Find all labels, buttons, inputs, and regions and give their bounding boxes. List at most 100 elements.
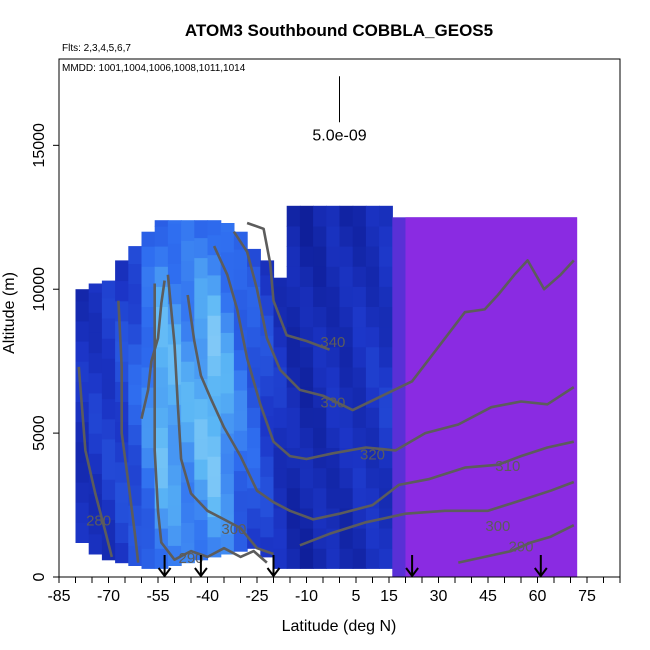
heatmap-cell <box>141 407 156 428</box>
heatmap-cell <box>194 438 209 460</box>
heatmap-cell <box>326 266 341 287</box>
heatmap-cell <box>154 346 169 368</box>
heatmap-cell <box>220 453 235 474</box>
heatmap-cell <box>207 375 222 397</box>
heatmap-cell <box>207 436 222 457</box>
heatmap-cell <box>365 326 380 348</box>
heatmap-cell <box>181 381 195 402</box>
heatmap-cell <box>273 407 288 428</box>
heatmap-cell <box>365 266 380 287</box>
heatmap-cell <box>101 378 116 400</box>
heatmap-cell <box>233 470 248 492</box>
heatmap-cell <box>313 487 327 509</box>
heatmap-cell <box>88 292 103 313</box>
heatmap-cell <box>286 225 301 247</box>
heatmap-cell <box>379 266 393 287</box>
heatmap-cell <box>299 286 314 307</box>
heatmap-cell <box>247 487 261 509</box>
heatmap-cell <box>181 240 195 261</box>
heatmap-cell <box>379 528 393 549</box>
heatmap-cell <box>101 358 116 379</box>
heatmap-cell <box>365 447 380 469</box>
contour-layer: 340 330 320 310 300 300 290 290 280 <box>77 221 575 567</box>
heatmap-cell <box>115 260 129 282</box>
heatmap-cell <box>75 522 90 543</box>
heatmap-cell <box>299 487 314 509</box>
data-layer <box>75 205 578 577</box>
heatmap-cell <box>365 548 380 569</box>
flights-subtitle: Flts: 2,3,4,5,6,7 <box>62 43 131 54</box>
heatmap-cell <box>299 205 314 227</box>
heatmap-cell <box>260 476 275 497</box>
heatmap-cell <box>352 346 367 368</box>
heatmap-cell <box>273 286 288 307</box>
heatmap-cell <box>260 295 275 316</box>
heatmap-cell <box>128 464 143 486</box>
heatmap-cell <box>75 421 90 443</box>
y-tick-label: 0 <box>31 572 48 581</box>
heatmap-cell <box>313 246 327 267</box>
heatmap-cell <box>194 459 209 480</box>
heatmap-cell <box>220 332 235 354</box>
heatmap-cell <box>194 277 209 299</box>
heatmap-cell <box>88 433 103 454</box>
heatmap-cell <box>260 516 275 538</box>
heatmap-cell <box>115 522 129 543</box>
heatmap-cell <box>220 352 235 374</box>
heatmap-cell <box>128 444 143 466</box>
heatmap-cell <box>220 292 235 313</box>
contour-label: 320 <box>360 446 385 463</box>
heatmap-cell <box>326 427 341 449</box>
heatmap-cell <box>194 318 209 339</box>
heatmap-cell <box>286 548 301 569</box>
heatmap-cell <box>299 407 314 428</box>
heatmap-cell <box>286 205 301 227</box>
heatmap-cell <box>141 427 156 449</box>
contour-label: 300 <box>221 521 246 538</box>
heatmap-cell <box>233 289 248 310</box>
heatmap-cell <box>141 326 156 348</box>
contour-line-280 <box>117 300 140 563</box>
heatmap-cell <box>365 306 380 328</box>
arrow-head <box>533 567 548 578</box>
heatmap-cell <box>352 467 367 489</box>
heatmap-cell <box>128 384 143 405</box>
heatmap-cell <box>365 246 380 267</box>
heatmap-cell <box>88 513 103 535</box>
heatmap-cell <box>260 355 275 377</box>
heatmap-cell <box>128 424 143 446</box>
heatmap-cell <box>128 303 143 325</box>
heatmap-cell <box>101 479 116 500</box>
scale-bar-label: 5.0e-09 <box>312 127 366 144</box>
heatmap-cell <box>207 295 222 316</box>
heatmap-cell <box>352 326 367 348</box>
heatmap-cell <box>299 266 314 287</box>
heatmap-cell <box>154 407 169 428</box>
heatmap-cell <box>101 338 116 359</box>
heatmap-cell <box>154 246 169 267</box>
heatmap-cell <box>75 341 90 362</box>
heatmap-cell <box>220 312 235 333</box>
heatmap-cell <box>352 205 367 227</box>
heatmap-cell <box>207 476 222 497</box>
x-tick-label: -55 <box>146 588 169 605</box>
heatmap-cell <box>352 266 367 287</box>
heatmap-cell <box>299 366 314 388</box>
heatmap-cell <box>115 280 129 302</box>
heatmap-cell <box>365 286 380 307</box>
heatmap-cell <box>101 418 116 440</box>
contour-label: 340 <box>320 334 345 351</box>
heatmap-cell <box>339 346 354 368</box>
heatmap-cell <box>260 436 275 457</box>
heatmap-cell <box>299 346 314 368</box>
heatmap-cell <box>141 231 156 247</box>
heatmap-cell <box>299 225 314 247</box>
heatmap-cell <box>154 306 169 328</box>
heatmap-cell <box>379 286 393 307</box>
heatmap-cell <box>365 205 380 227</box>
heatmap-cell <box>339 326 354 348</box>
heatmap-cell <box>352 387 367 408</box>
heatmap-cell <box>286 306 301 328</box>
contour-label: 330 <box>320 395 345 412</box>
heatmap-cell <box>326 286 341 307</box>
